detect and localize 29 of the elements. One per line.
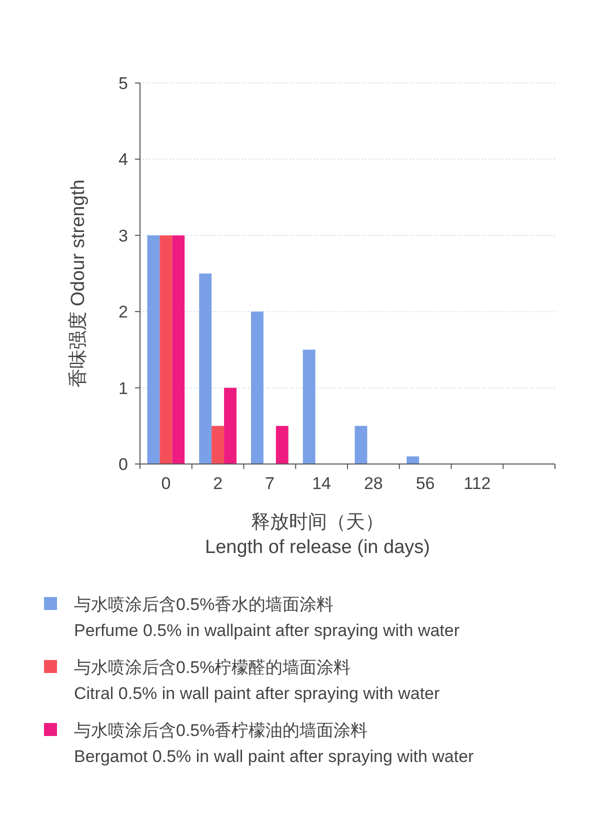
- legend-label: 与水喷涂后含0.5%香水的墙面涂料 Perfume 0.5% in wallpaint after spraying with water: [74, 595, 460, 640]
- bar: [212, 426, 224, 464]
- bar: [354, 426, 368, 464]
- y-tick-label: 3: [118, 226, 128, 246]
- y-tick-label: 4: [118, 150, 128, 170]
- bar: [276, 426, 288, 464]
- legend-label: 与水喷涂后含0.5%香柠檬油的墙面涂料 Bergamot 0.5% in wall paint after spraying with water: [74, 721, 474, 766]
- x-tick-label: 112: [464, 474, 491, 493]
- bar: [251, 312, 264, 464]
- bar: [160, 235, 172, 464]
- x-tick-label: 14: [312, 474, 332, 493]
- x-tick-label: 0: [161, 474, 171, 493]
- x-axis-title: 释放时间（天） Length of release (in days): [205, 512, 430, 558]
- bar: [406, 456, 420, 464]
- y-tick-label: 5: [118, 74, 128, 93]
- bar: [147, 235, 160, 464]
- x-tick-label: 2: [213, 474, 223, 493]
- y-tick-label: 0: [118, 454, 128, 474]
- bar: [172, 235, 185, 464]
- bar: [199, 274, 212, 464]
- x-tick-label: 28: [364, 474, 383, 493]
- x-tick-label: 56: [416, 474, 435, 493]
- y-tick-label: 1: [118, 378, 128, 398]
- bar: [224, 388, 236, 464]
- bar: [302, 350, 316, 464]
- y-axis-title: 香味强度 Odour strength: [67, 179, 89, 388]
- x-tick-label: 7: [264, 474, 274, 493]
- legend-label: 与水喷涂后含0.5%柠檬醛的墙面涂料 Citral 0.5% in wall paint after spraying with water: [74, 658, 440, 703]
- y-tick-label: 2: [118, 302, 128, 322]
